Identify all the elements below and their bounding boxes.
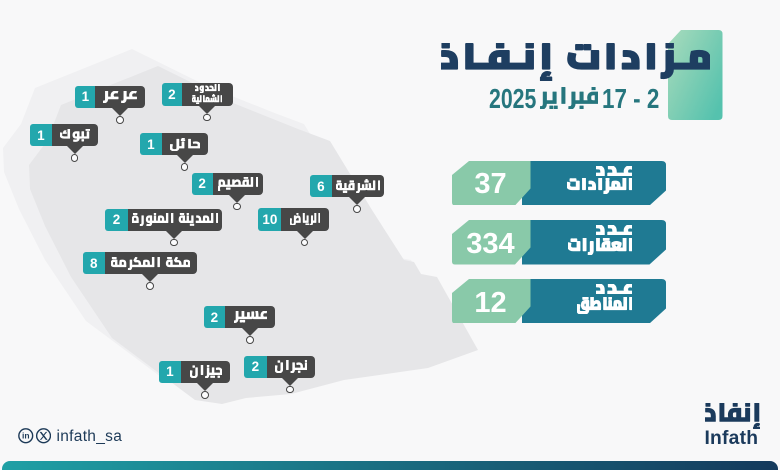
svg-text:in: in	[21, 431, 29, 441]
